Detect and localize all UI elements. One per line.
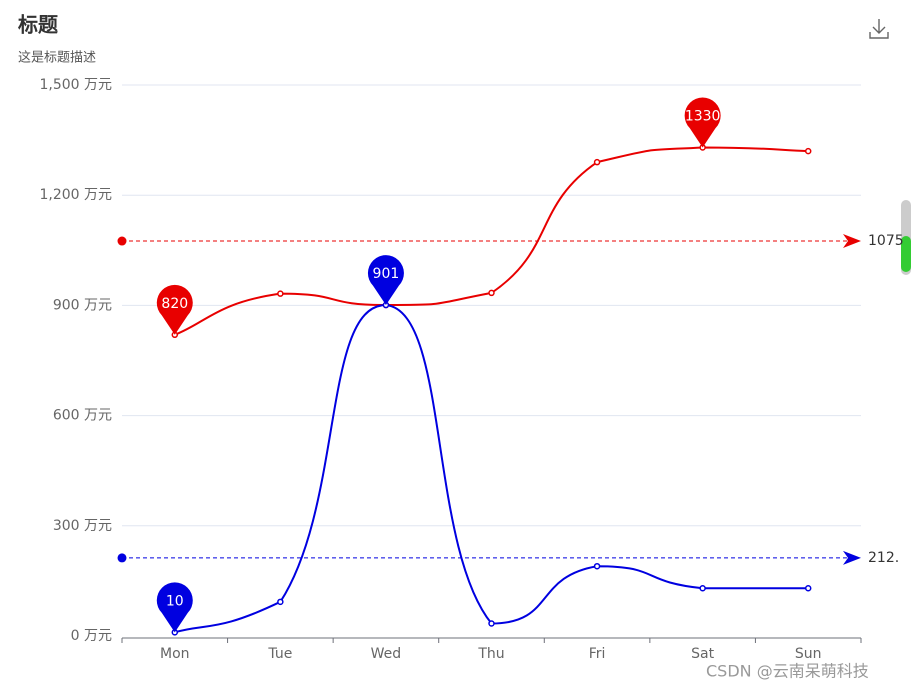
series-line xyxy=(174,304,809,634)
x-tick-label: Tue xyxy=(267,646,292,662)
data-point xyxy=(804,147,812,155)
pin-marker xyxy=(156,284,193,335)
download-button[interactable] xyxy=(869,19,889,39)
chart-title: 标题 xyxy=(18,13,59,37)
pin-label: 10 xyxy=(166,593,184,609)
watermark: CSDN @云南呆萌科技 xyxy=(706,662,869,681)
y-tick-label: 300 万元 xyxy=(53,518,112,534)
data-point xyxy=(593,562,601,570)
y-tick-label: 0 万元 xyxy=(71,628,112,644)
y-tick-label: 1,200 万元 xyxy=(39,187,112,203)
average-start xyxy=(117,236,127,246)
data-point xyxy=(699,584,706,592)
x-tick-label: Wed xyxy=(371,646,402,662)
pin-marker xyxy=(684,97,721,148)
x-tick-label: Mon xyxy=(160,646,190,662)
data-point xyxy=(488,289,495,297)
scrollbar xyxy=(901,200,911,275)
chart-subtitle: 这是标题描述 xyxy=(18,50,96,66)
pin-marker xyxy=(156,582,193,633)
average-arrow xyxy=(843,550,861,565)
x-tick-label: Sat xyxy=(691,646,714,662)
data-point xyxy=(488,620,495,627)
y-tick-label: 1,500 万元 xyxy=(39,77,112,93)
pin-label: 901 xyxy=(373,266,400,282)
average-label: 212. xyxy=(868,550,899,566)
pin-label: 1330 xyxy=(685,108,721,124)
data-point xyxy=(593,158,601,166)
data-point xyxy=(277,598,284,606)
average-label: 1075 xyxy=(868,233,904,249)
y-tick-label: 900 万元 xyxy=(53,297,112,313)
x-tick-label: Sun xyxy=(795,646,822,662)
average-start xyxy=(117,553,127,563)
x-tick-label: Thu xyxy=(477,646,504,662)
pin-label: 820 xyxy=(161,296,188,312)
pin-marker xyxy=(367,255,404,306)
x-tick-label: Fri xyxy=(589,646,606,662)
average-arrow xyxy=(843,234,861,249)
data-point xyxy=(277,290,284,297)
data-point xyxy=(804,584,812,592)
y-tick-label: 600 万元 xyxy=(53,408,112,424)
